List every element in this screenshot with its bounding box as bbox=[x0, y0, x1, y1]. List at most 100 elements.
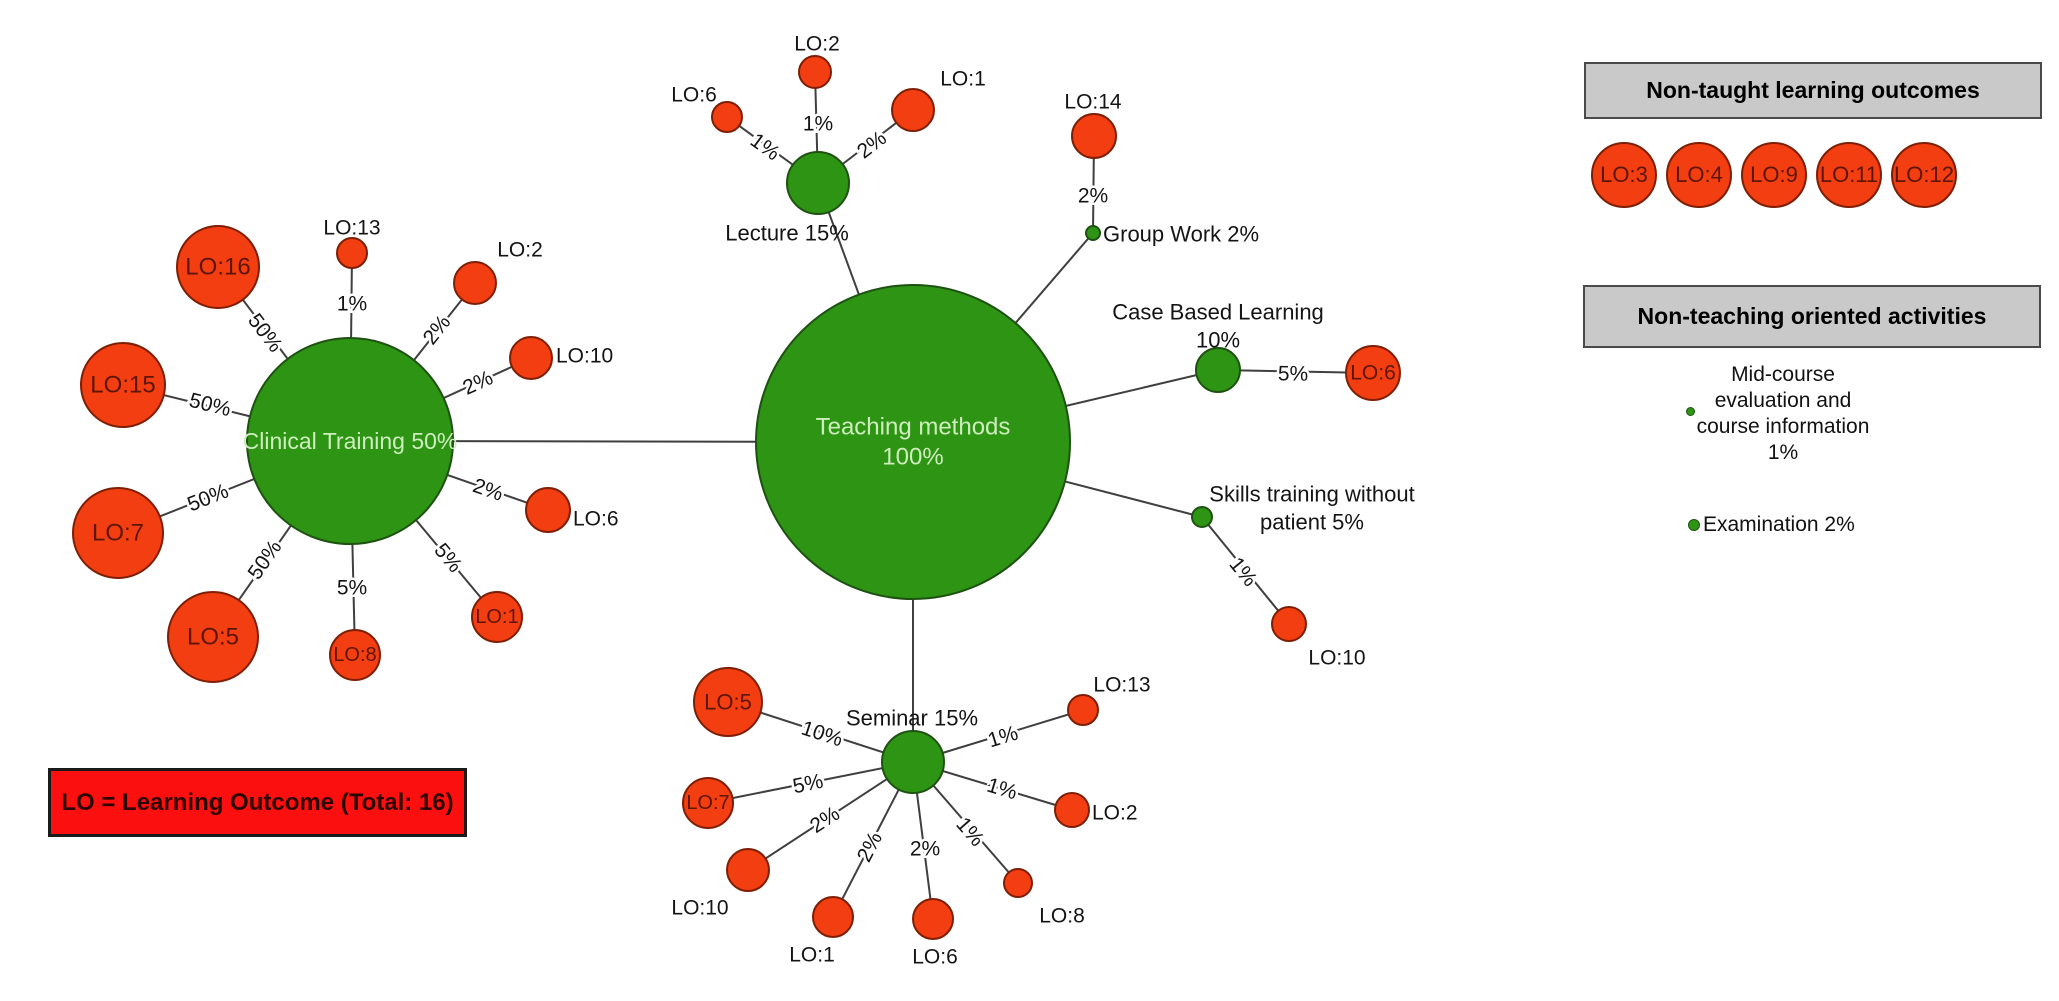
midcourse-line-1: Mid-course bbox=[1731, 363, 1835, 386]
node-label-c7: LO:7 bbox=[92, 520, 144, 547]
method-node-lecture bbox=[786, 151, 850, 215]
node-label-se5: LO:5 bbox=[704, 690, 752, 715]
outcome-node-se7 bbox=[682, 777, 734, 829]
outcome-node-c16 bbox=[176, 225, 260, 309]
midcourse-line-3: course information bbox=[1696, 415, 1870, 438]
method-node-seminar bbox=[881, 730, 945, 794]
outcome-node-c5 bbox=[167, 591, 259, 683]
edge-percent-label-seminar-se8: 1% bbox=[951, 813, 988, 851]
node-label-seminar: Seminar 15% bbox=[846, 706, 978, 731]
node-label-c13: LO:13 bbox=[323, 217, 380, 240]
edge-seminar-se7 bbox=[707, 761, 914, 804]
edge-percent-label-clinical-c2: 2% bbox=[419, 311, 456, 349]
edge-seminar-se10 bbox=[747, 761, 914, 871]
outcome-node-s10 bbox=[1271, 606, 1307, 642]
outcome-node-se6 bbox=[912, 898, 954, 940]
node-label-cb6: LO:6 bbox=[1350, 362, 1396, 385]
method-node-clinical bbox=[246, 337, 454, 545]
edge-percent-label-seminar-se2: 1% bbox=[984, 774, 1020, 805]
outcome-node-l2 bbox=[798, 55, 832, 89]
non-taught-outcome-circle-lo4: LO:4 bbox=[1666, 142, 1732, 208]
method-node-groupwork bbox=[1085, 225, 1101, 241]
non-taught-outcome-circle-lo9: LO:9 bbox=[1741, 142, 1807, 208]
edge-percent-label-clinical-c13: 1% bbox=[337, 293, 367, 316]
node-label-c15: LO:15 bbox=[90, 372, 155, 399]
node-label-c8: LO:8 bbox=[333, 644, 376, 666]
outcome-node-c15 bbox=[80, 342, 166, 428]
node-label-c10: LO:10 bbox=[556, 345, 613, 368]
examination-node-dot bbox=[1688, 519, 1700, 531]
node-label-c6: LO:6 bbox=[573, 508, 619, 531]
edge-percent-label-clinical-c15: 50% bbox=[187, 389, 233, 421]
edge-percent-label-clinical-c7: 50% bbox=[184, 480, 232, 517]
node-label-se10: LO:10 bbox=[671, 897, 728, 920]
outcome-node-c10 bbox=[509, 336, 553, 380]
node-label-c2: LO:2 bbox=[497, 239, 543, 262]
edge-percent-label-cbl-cb6: 5% bbox=[1278, 362, 1309, 386]
outcome-node-se10 bbox=[726, 848, 770, 892]
node-label-l6: LO:6 bbox=[671, 84, 717, 107]
outcome-node-l1 bbox=[891, 88, 935, 132]
edge-percent-label-seminar-se1: 2% bbox=[853, 828, 887, 866]
node-label-lecture: Lecture 15% bbox=[725, 221, 849, 246]
node-label-l2: LO:2 bbox=[794, 33, 840, 56]
node-label-groupwork: Group Work 2% bbox=[1103, 222, 1259, 247]
outcome-node-c1 bbox=[471, 591, 523, 643]
outcome-node-l6 bbox=[711, 101, 743, 133]
edge-percent-label-clinical-c8: 5% bbox=[337, 577, 367, 600]
edge-percent-label-groupwork-g14: 2% bbox=[1078, 185, 1108, 208]
outcome-node-se5 bbox=[693, 667, 763, 737]
non-taught-outcomes-header: Non-taught learning outcomes bbox=[1584, 62, 2042, 119]
method-node-skills bbox=[1191, 506, 1213, 528]
node-label-cbl-1: 10% bbox=[1196, 328, 1240, 353]
method-node-teaching bbox=[755, 284, 1071, 600]
edge-percent-label-seminar-se5: 10% bbox=[798, 717, 845, 752]
edge-percent-label-clinical-c6: 2% bbox=[470, 474, 506, 506]
midcourse-node-dot bbox=[1686, 407, 1695, 416]
node-label-se2: LO:2 bbox=[1092, 802, 1138, 825]
edge-percent-label-seminar-se10: 2% bbox=[806, 802, 844, 838]
outcome-node-c7 bbox=[72, 487, 164, 579]
non-taught-outcome-circle-lo12: LO:12 bbox=[1891, 142, 1957, 208]
midcourse-evaluation-label: Mid-course evaluation and course informa… bbox=[1662, 362, 1904, 466]
outcome-node-c2 bbox=[453, 261, 497, 305]
outcome-node-se2 bbox=[1054, 792, 1090, 828]
node-label-c5: LO:5 bbox=[187, 624, 239, 651]
node-label-skills-0: Skills training without bbox=[1209, 482, 1414, 507]
outcome-node-se8 bbox=[1003, 868, 1033, 898]
node-label-l1: LO:1 bbox=[940, 68, 986, 91]
outcome-node-c13 bbox=[336, 237, 368, 269]
node-label-se6: LO:6 bbox=[912, 946, 958, 969]
node-label-s10: LO:10 bbox=[1308, 647, 1365, 670]
midcourse-line-2: evaluation and bbox=[1714, 389, 1852, 412]
node-label-c1: LO:1 bbox=[475, 606, 518, 628]
non-teaching-activities-header: Non-teaching oriented activities bbox=[1583, 285, 2041, 348]
edge-percent-label-seminar-se6: 2% bbox=[910, 838, 940, 861]
non-taught-outcomes-row: LO:3 LO:4 LO:9 LO:11 LO:12 bbox=[1591, 142, 1957, 208]
examination-label: Examination 2% bbox=[1703, 513, 1855, 536]
outcome-node-c8 bbox=[329, 629, 381, 681]
lo-legend-box: LO = Learning Outcome (Total: 16) bbox=[48, 768, 467, 837]
node-label-cbl-0: Case Based Learning bbox=[1112, 300, 1324, 325]
node-label-g14: LO:14 bbox=[1064, 91, 1122, 114]
outcome-node-se13 bbox=[1067, 694, 1099, 726]
node-label-clinical: Clinical Training 50% bbox=[243, 428, 458, 454]
node-label-skills-1: patient 5% bbox=[1260, 510, 1364, 535]
edge-percent-label-clinical-c1: 5% bbox=[429, 539, 466, 577]
outcome-node-cb6 bbox=[1345, 345, 1401, 401]
node-label-c16: LO:16 bbox=[185, 254, 250, 281]
node-label-se7: LO:7 bbox=[686, 792, 729, 814]
outcome-node-g14 bbox=[1071, 113, 1117, 159]
midcourse-percent: 1% bbox=[1767, 441, 1799, 464]
node-label-teaching-0: Teaching methods bbox=[816, 414, 1011, 441]
non-taught-outcome-circle-lo11: LO:11 bbox=[1816, 142, 1882, 208]
edge-skills-s10 bbox=[1201, 516, 1290, 625]
non-taught-outcome-circle-lo3: LO:3 bbox=[1591, 142, 1657, 208]
node-label-se13: LO:13 bbox=[1093, 674, 1150, 697]
outcome-node-c6 bbox=[525, 487, 571, 533]
outcome-node-se1 bbox=[812, 896, 854, 938]
method-node-cbl bbox=[1195, 347, 1241, 393]
node-label-se1: LO:1 bbox=[789, 944, 835, 967]
node-label-teaching-1: 100% bbox=[882, 444, 943, 471]
